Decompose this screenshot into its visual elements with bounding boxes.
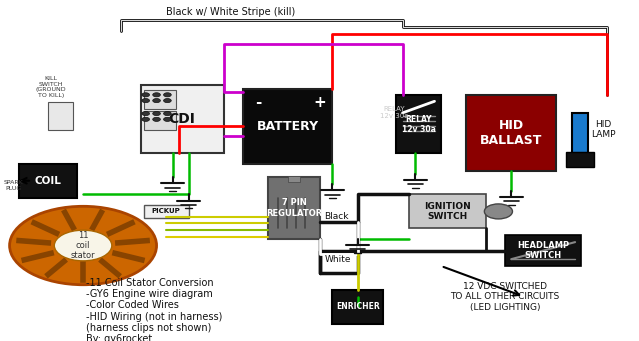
Circle shape bbox=[153, 99, 160, 103]
Text: -GY6 Engine wire diagram: -GY6 Engine wire diagram bbox=[86, 289, 213, 299]
Bar bbox=[566, 152, 594, 167]
Circle shape bbox=[164, 99, 171, 103]
Bar bbox=[144, 90, 176, 109]
Text: PICKUP: PICKUP bbox=[152, 208, 180, 214]
Text: -HID Wiring (not in harness): -HID Wiring (not in harness) bbox=[86, 312, 222, 322]
Circle shape bbox=[153, 117, 160, 121]
Bar bbox=[144, 111, 176, 130]
Bar bbox=[409, 194, 486, 228]
Text: HID
BALLAST: HID BALLAST bbox=[480, 119, 543, 147]
Text: HID
LAMP: HID LAMP bbox=[591, 120, 615, 139]
Circle shape bbox=[164, 93, 171, 97]
Bar bbox=[572, 113, 588, 153]
Circle shape bbox=[484, 204, 512, 219]
Text: SPARK
PLUG: SPARK PLUG bbox=[3, 180, 23, 191]
Text: Black: Black bbox=[325, 212, 349, 221]
Circle shape bbox=[10, 206, 157, 285]
Circle shape bbox=[164, 117, 171, 121]
Text: COIL: COIL bbox=[35, 176, 61, 186]
Circle shape bbox=[153, 93, 160, 97]
Bar bbox=[505, 235, 581, 266]
Text: White: White bbox=[325, 255, 351, 264]
Circle shape bbox=[153, 112, 160, 116]
Text: +: + bbox=[313, 95, 326, 110]
Text: -11 Coil Stator Conversion: -11 Coil Stator Conversion bbox=[86, 278, 214, 288]
Bar bbox=[466, 95, 556, 170]
Text: 11
coil
stator: 11 coil stator bbox=[71, 231, 95, 261]
Text: RELAY
12v 30a: RELAY 12v 30a bbox=[401, 115, 436, 134]
Circle shape bbox=[54, 230, 112, 261]
Text: CDI: CDI bbox=[169, 112, 196, 127]
Text: ENRICHER: ENRICHER bbox=[336, 302, 380, 311]
Text: Black w/ White Stripe (kill): Black w/ White Stripe (kill) bbox=[166, 7, 295, 17]
Circle shape bbox=[142, 117, 150, 121]
Text: 12 VDC SWITCHED
TO ALL OTHER CIRCUITS
(LED LIGHTING): 12 VDC SWITCHED TO ALL OTHER CIRCUITS (L… bbox=[450, 282, 559, 312]
Text: IGNITION
SWITCH: IGNITION SWITCH bbox=[424, 202, 471, 221]
Text: KILL
SWITCH
(GROUND
TO KILL): KILL SWITCH (GROUND TO KILL) bbox=[36, 76, 66, 98]
Bar bbox=[396, 95, 441, 153]
Bar bbox=[288, 176, 300, 182]
Circle shape bbox=[142, 93, 150, 97]
Bar bbox=[19, 164, 77, 198]
Text: (harness clips not shown): (harness clips not shown) bbox=[86, 323, 212, 333]
Text: -Color Coded Wires: -Color Coded Wires bbox=[86, 300, 179, 310]
Bar bbox=[48, 102, 73, 130]
Bar bbox=[268, 177, 320, 239]
Circle shape bbox=[142, 99, 150, 103]
Bar bbox=[332, 290, 383, 324]
Text: 7 PIN
REGULATOR: 7 PIN REGULATOR bbox=[266, 198, 322, 218]
Text: RELAY
12v 30a: RELAY 12v 30a bbox=[380, 106, 409, 119]
Text: -: - bbox=[256, 95, 262, 110]
Text: By: gy6rocket: By: gy6rocket bbox=[86, 334, 153, 341]
Circle shape bbox=[142, 112, 150, 116]
Bar bbox=[243, 89, 332, 164]
Bar bbox=[141, 85, 224, 153]
Text: HEADLAMP
SWITCH: HEADLAMP SWITCH bbox=[517, 241, 569, 260]
Bar bbox=[144, 205, 189, 218]
Text: BATTERY: BATTERY bbox=[256, 120, 319, 133]
Circle shape bbox=[164, 112, 171, 116]
